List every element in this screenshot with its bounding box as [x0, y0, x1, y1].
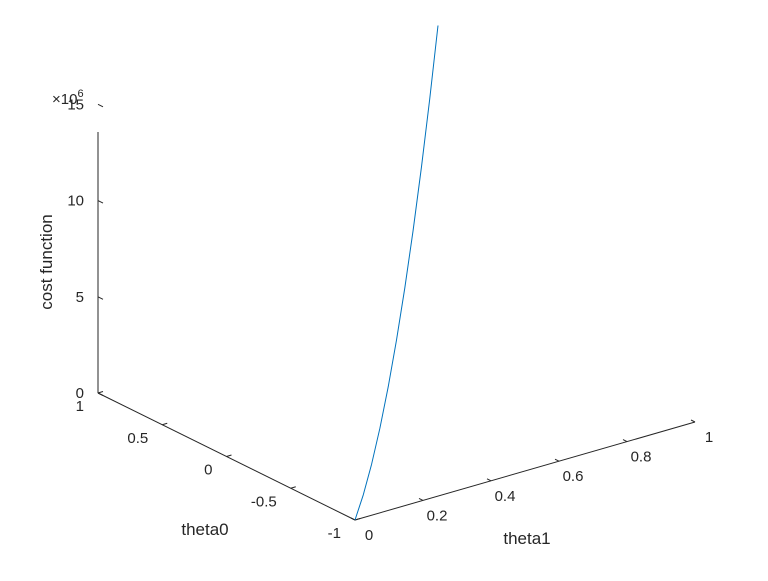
x-tick-label: 0.8: [631, 449, 652, 466]
x-tick-mark: [690, 419, 696, 423]
x-tick-label: 0.6: [563, 468, 584, 485]
x-tick-label: 1: [705, 429, 713, 446]
axes: [97, 132, 696, 521]
x-tick-mark: [350, 517, 356, 521]
y-tick-mark: [290, 486, 296, 489]
x-tick-mark: [486, 478, 492, 482]
z-exponent-power: 6: [77, 88, 83, 100]
y-tick-label: 0.5: [127, 430, 148, 447]
z-exponent-label: ×106: [52, 88, 84, 108]
x-tick-mark: [554, 458, 560, 462]
y-axis-label: theta0: [181, 520, 228, 539]
z-axis-label: cost function: [37, 214, 56, 309]
x-tick-label: 0: [365, 527, 373, 544]
x-tick-label: 0.2: [427, 507, 448, 524]
y-tick-mark: [162, 422, 168, 426]
x-tick-mark: [418, 497, 424, 501]
y-tick-mark: [354, 518, 361, 521]
x-tick-mark: [622, 439, 628, 443]
y-tick-mark: [226, 454, 232, 457]
z-tick-label: 5: [76, 289, 84, 306]
x-axis-label: theta1: [503, 529, 550, 548]
series: [354, 25, 439, 521]
x-axis-line: [354, 421, 696, 521]
z-tick-label: 0: [76, 385, 84, 402]
z-tick-mark: [97, 200, 104, 204]
series-line: [354, 25, 439, 521]
z-tick-label: 10: [67, 193, 84, 210]
x-tick-label: 0.4: [495, 488, 516, 505]
y-tick-label: -1: [328, 525, 341, 542]
z-tick-label: 15: [67, 96, 84, 113]
z-tick-mark: [97, 392, 104, 396]
y-tick-label: 1: [76, 398, 84, 415]
z-tick-mark: [97, 103, 104, 108]
y-tick-label: 0: [204, 462, 212, 479]
y-tick-label: -0.5: [251, 493, 277, 510]
z-tick-mark: [97, 296, 104, 300]
y-tick-mark: [97, 391, 104, 394]
